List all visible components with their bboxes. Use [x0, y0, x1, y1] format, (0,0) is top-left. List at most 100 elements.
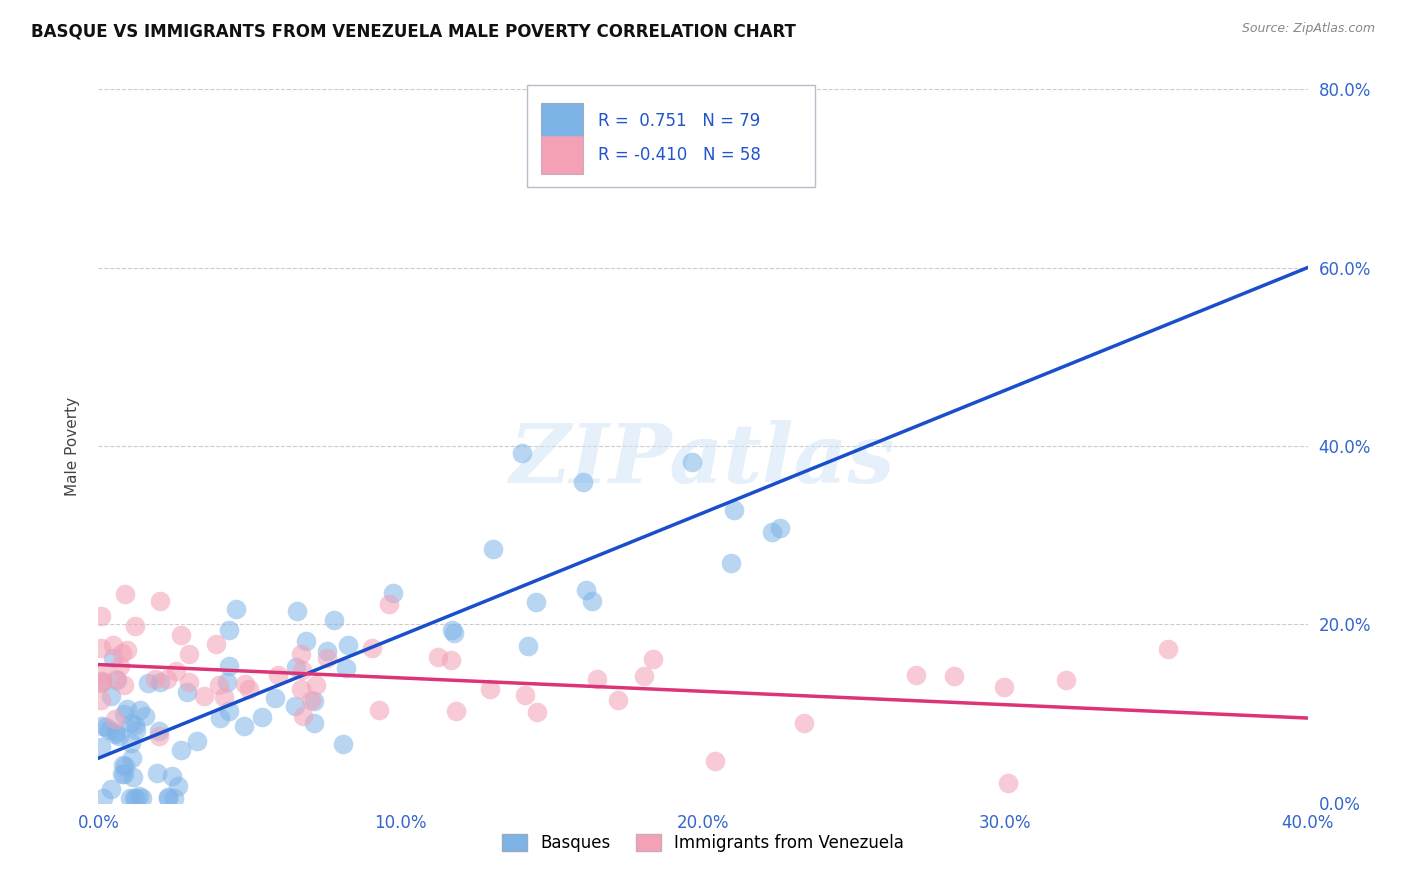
Point [90, 740, 112, 755]
Point [225, 601, 247, 615]
Point [129, 703, 152, 717]
Point [332, 737, 354, 751]
Point [122, 791, 145, 805]
Point [115, 642, 138, 657]
Point [218, 704, 240, 718]
Point [105, 673, 128, 688]
Point [426, 649, 449, 664]
Point [91, 719, 114, 733]
Point [149, 675, 172, 690]
Legend: Basques, Immigrants from Venezuela: Basques, Immigrants from Venezuela [495, 827, 911, 859]
Point [104, 712, 127, 726]
Text: ZIPatlas: ZIPatlas [510, 420, 896, 500]
Point [170, 743, 193, 757]
Point [90, 641, 112, 656]
Point [681, 455, 703, 469]
Point [111, 767, 134, 781]
Point [250, 710, 273, 724]
Point [128, 789, 150, 804]
Point [104, 727, 127, 741]
Point [292, 709, 315, 723]
Point [323, 613, 346, 627]
Point [723, 503, 745, 517]
Point [179, 648, 201, 662]
Point [121, 750, 143, 764]
Point [1054, 673, 1077, 687]
Point [108, 730, 131, 744]
Point [118, 791, 141, 805]
Point [264, 690, 287, 705]
Point [112, 677, 135, 691]
Point [149, 594, 172, 608]
Point [942, 669, 965, 683]
Text: Source: ZipAtlas.com: Source: ZipAtlas.com [1241, 22, 1375, 36]
Point [315, 644, 337, 658]
Point [302, 694, 325, 708]
Point [769, 520, 792, 534]
Point [100, 690, 122, 704]
Point [193, 690, 215, 704]
Point [267, 667, 290, 681]
Point [91, 791, 114, 805]
Point [439, 653, 461, 667]
Point [176, 685, 198, 699]
Point [1156, 642, 1178, 657]
Point [114, 759, 136, 773]
Point [186, 734, 208, 748]
Point [905, 668, 928, 682]
Point [114, 587, 136, 601]
Point [233, 719, 256, 733]
Point [304, 715, 326, 730]
Point [125, 723, 148, 738]
Point [291, 663, 314, 677]
Point [103, 638, 125, 652]
Point [117, 702, 139, 716]
Point [571, 475, 593, 489]
Point [517, 639, 540, 653]
Point [98, 723, 121, 737]
Point [90, 609, 112, 624]
Point [112, 767, 135, 781]
Point [90, 676, 112, 690]
Point [284, 699, 307, 714]
Point [316, 651, 339, 665]
Point [290, 681, 312, 696]
Point [112, 758, 135, 772]
Point [233, 677, 256, 691]
Point [478, 682, 501, 697]
Point [441, 624, 464, 638]
Text: R = -0.410   N = 58: R = -0.410 N = 58 [598, 146, 761, 164]
Point [165, 664, 187, 678]
Point [720, 556, 742, 570]
Point [101, 651, 124, 665]
Point [208, 711, 231, 725]
Point [606, 692, 628, 706]
Point [138, 676, 160, 690]
Point [148, 723, 170, 738]
Point [633, 669, 655, 683]
Point [526, 705, 548, 719]
Point [381, 586, 404, 600]
Point [96, 720, 118, 734]
Point [218, 659, 240, 673]
Point [160, 769, 183, 783]
Point [125, 791, 148, 805]
Point [124, 717, 146, 731]
Point [156, 790, 179, 805]
Point [156, 673, 179, 687]
Point [112, 706, 135, 721]
Point [148, 729, 170, 743]
Point [157, 791, 180, 805]
Point [205, 637, 228, 651]
Point [704, 754, 727, 768]
Point [575, 583, 598, 598]
Point [993, 680, 1015, 694]
Point [212, 690, 235, 705]
Point [90, 692, 112, 706]
Point [163, 791, 186, 805]
Point [91, 674, 114, 689]
Point [120, 715, 142, 730]
Point [301, 692, 323, 706]
Point [105, 725, 128, 739]
Point [167, 779, 190, 793]
